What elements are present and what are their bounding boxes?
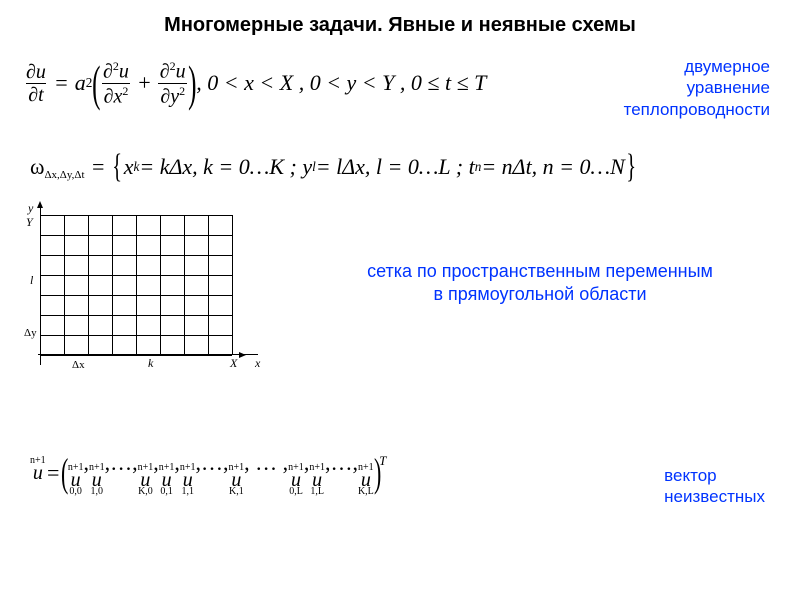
u-term: n+1u0,1 [159,464,175,496]
note1-l3: теплопроводности [624,99,770,120]
axis-x-label: x [255,356,260,371]
lparen2-icon: ( [60,453,67,493]
note3-l1: вектор [664,465,765,486]
l-label: l [30,273,33,288]
arrow-up-icon [37,201,43,208]
dx-label: Δx [72,359,85,371]
u-term: n+1u1,1 [180,464,196,496]
u-term: n+1u0,L [288,464,304,496]
ellipsis: … [201,450,223,475]
xpart: = kΔx, k = 0…K ; y [139,154,312,180]
rbrace-icon: } [626,150,636,184]
grid-hline [40,355,232,356]
grid-hline [40,315,232,316]
grid-vline [64,215,65,355]
k-label: k [148,356,153,371]
note-grid: сетка по пространственным переменным в п… [320,260,760,307]
d2-1: ∂ [103,61,113,83]
u-term: n+1uK,0 [138,464,154,496]
grid-vline [184,215,185,355]
u-term: n+1u1,0 [89,464,105,496]
note-heat-eq: двумерное уравнение теплопроводности [624,56,770,120]
Y-label: Y [26,215,33,230]
equation-row-1: ∂u ∂t = a2 ( ∂2u ∂x2 + ∂2u ∂y2 ) , 0 < x… [0,50,800,120]
d2-2-var: u [176,61,186,83]
grid-hline [40,275,232,276]
grid-vline [232,215,233,355]
unknown-vector: n+1 u = ( n+1u0,0,n+1u1,0,…,n+1uK,0,n+1u… [30,450,386,496]
axis-y-label: y [28,201,33,216]
dudt-den: ∂t [26,83,45,105]
u-term: n+1u1,L [309,464,325,496]
grid-vline [160,215,161,355]
rparen-icon: ) [188,58,196,108]
omega-sub: Δx,Δy,Δt [44,169,84,181]
arrow-right-icon [239,352,246,358]
tpart: = nΔt, n = 0…N [481,154,624,180]
u-term: n+1u0,0 [68,464,84,496]
page-title: Многомерные задачи. Явные и неявные схем… [0,0,800,37]
dy-label: Δy [24,327,37,339]
xk: x [124,154,134,180]
grid-hline [40,295,232,296]
dy2-sup: 2 [179,84,185,98]
grid-vline [112,215,113,355]
lparen-icon: ( [93,58,101,108]
grid-hline [40,255,232,256]
u-term: n+1uK,L [358,464,374,496]
grid-vline [40,215,41,355]
note1-l2: уравнение [624,77,770,98]
eq-sign: = [46,460,61,486]
grid-hline [40,215,232,216]
grid-vline [136,215,137,355]
transpose-T: T [379,453,386,469]
note3-l2: неизвестных [664,486,765,507]
dx2-sup: 2 [122,84,128,98]
heat-equation: ∂u ∂t = a2 ( ∂2u ∂x2 + ∂2u ∂y2 ) , 0 < x… [24,58,486,108]
note2-l2: в прямоугольной области [320,283,760,306]
grid-vline [88,215,89,355]
lbrace-icon: { [113,150,123,184]
ellipsis: … [110,450,132,475]
coef-a: a [75,70,86,96]
grid-hline [40,235,232,236]
ellipsis: … [330,450,352,475]
dx2-den: ∂x [104,85,123,107]
dy2-den: ∂y [160,85,179,107]
u-term: n+1uK,1 [229,464,245,496]
note1-l1: двумерное [624,56,770,77]
note-vector: вектор неизвестных [664,465,765,508]
omega: ω [30,154,44,180]
grid-vline [208,215,209,355]
dudt-num: ∂u [24,62,48,83]
X-label: X [230,356,237,371]
eq1-conditions: , 0 < x < X , 0 < y < Y , 0 ≤ t ≤ T [196,70,486,96]
grid-hline [40,335,232,336]
ypart: = lΔx, l = 0…L ; t [316,154,475,180]
d2-1-var: u [119,61,129,83]
d2-2: ∂ [160,61,170,83]
tn-sup: n [475,159,482,175]
ellipsis: … [250,450,283,475]
grid-definition: ωΔx,Δy,Δt = { xk = kΔx, k = 0…K ; yl = l… [30,150,637,184]
grid-diagram: y Y l Δy Δx k X x [40,215,232,355]
note2-l1: сетка по пространственным переменным [320,260,760,283]
